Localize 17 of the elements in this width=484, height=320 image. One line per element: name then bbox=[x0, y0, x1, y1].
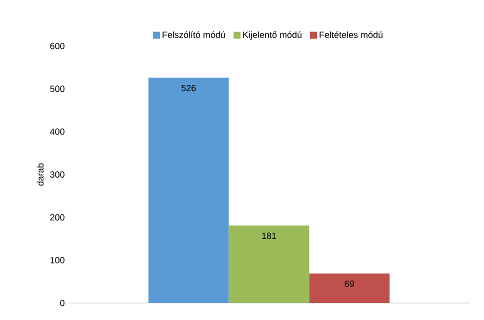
bar bbox=[309, 273, 390, 303]
legend-label: Feltételes módú bbox=[320, 31, 382, 38]
y-tick-label: 400 bbox=[50, 128, 64, 135]
y-axis-title: darab bbox=[36, 163, 44, 186]
data-label: 181 bbox=[262, 232, 276, 240]
bar bbox=[148, 78, 229, 303]
y-tick-label: 200 bbox=[50, 214, 64, 221]
y-tick-label: 600 bbox=[50, 42, 64, 50]
bar bbox=[228, 225, 310, 303]
legend-label: Kijelentő módú bbox=[243, 31, 302, 40]
data-label: 526 bbox=[181, 84, 196, 92]
data-label: 69 bbox=[344, 280, 354, 288]
y-tick-label: 100 bbox=[50, 256, 64, 264]
y-tick-label: 300 bbox=[50, 171, 64, 178]
y-tick-label: 500 bbox=[50, 86, 64, 92]
y-tick-label: 0 bbox=[60, 300, 64, 306]
legend-label: Felszólító módú bbox=[162, 31, 225, 38]
